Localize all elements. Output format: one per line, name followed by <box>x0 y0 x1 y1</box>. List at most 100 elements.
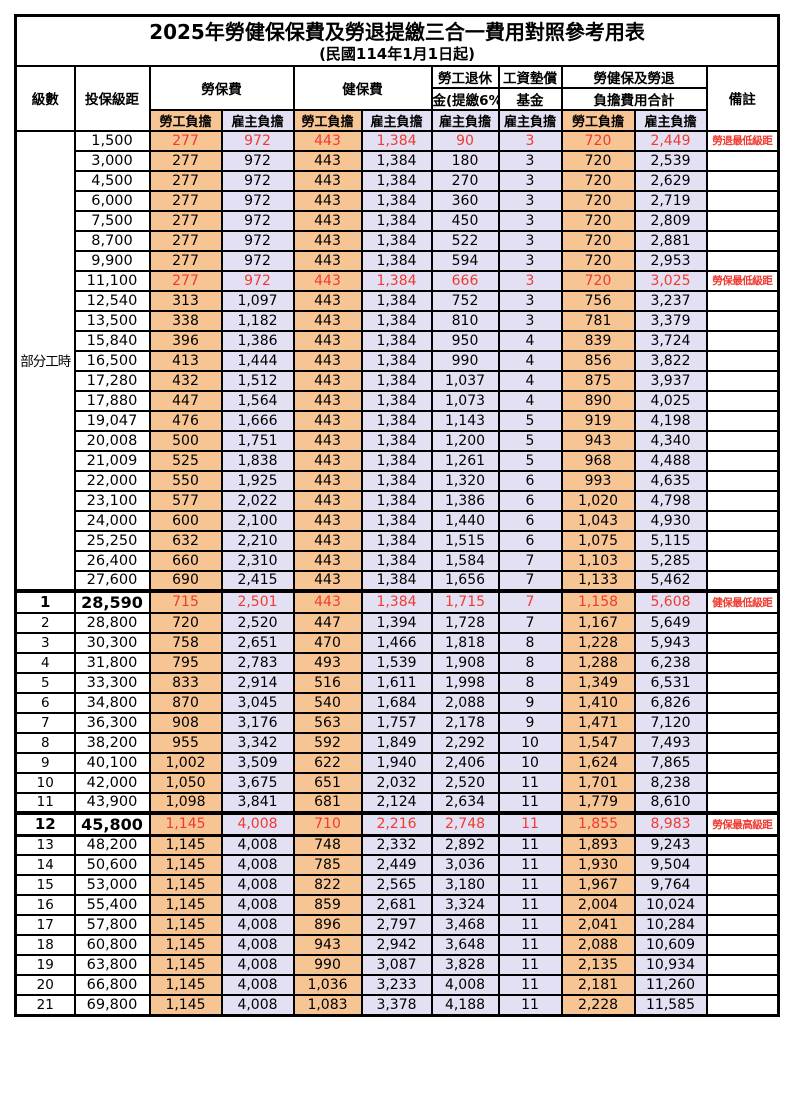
fee-cell-labor_ins_employee: 277 <box>148 189 223 212</box>
fee-cell-wage_fund_employer: 3 <box>497 149 563 172</box>
fee-cell-total_employer: 4,198 <box>633 409 708 432</box>
fee-cell-labor_ins_employee: 277 <box>148 209 223 232</box>
fee-cell-health_ins_employer: 1,384 <box>360 429 433 452</box>
fee-cell-total_employee: 1,158 <box>560 588 636 614</box>
fee-cell-health_ins_employee: 443 <box>292 369 363 392</box>
fee-cell-labor_ins_employer: 2,415 <box>220 569 295 592</box>
fee-cell-total_employer: 7,493 <box>633 731 708 754</box>
fee-cell-health_ins_employer: 1,684 <box>360 691 433 714</box>
fee-cell-labor_ins_employer: 972 <box>220 229 295 252</box>
fee-cell-total_employee: 856 <box>560 349 636 372</box>
fee-cell-health_ins_employee: 443 <box>292 569 363 592</box>
fee-cell-labor_ins_employer: 972 <box>220 269 295 292</box>
bracket-cell: 17,280 <box>73 369 151 392</box>
title-block: 2025年勞健保保費及勞退提繳三合一費用對照參考用表 (民國114年1月1日起) <box>14 14 780 67</box>
note-cell <box>705 974 780 996</box>
fee-cell-pension_employer: 1,515 <box>430 529 500 552</box>
bracket-cell: 1,500 <box>73 129 151 152</box>
fee-cell-wage_fund_employer: 6 <box>497 529 563 552</box>
fee-cell-health_ins_employer: 3,233 <box>360 974 433 996</box>
fee-cell-health_ins_employee: 443 <box>292 588 363 614</box>
col-header-notes: 備註 <box>705 64 780 132</box>
subheader-labor-employee: 勞工負擔 <box>148 108 223 132</box>
fee-cell-labor_ins_employer: 2,310 <box>220 549 295 572</box>
fee-cell-labor_ins_employee: 1,002 <box>148 751 223 774</box>
fee-cell-total_employer: 5,943 <box>633 631 708 654</box>
fee-cell-total_employee: 1,103 <box>560 549 636 572</box>
fee-cell-labor_ins_employer: 1,925 <box>220 469 295 492</box>
level-cell: 5 <box>14 671 76 694</box>
fee-cell-labor_ins_employee: 1,145 <box>148 954 223 976</box>
fee-cell-wage_fund_employer: 3 <box>497 249 563 272</box>
fee-cell-wage_fund_employer: 10 <box>497 731 563 754</box>
note-cell <box>705 409 780 432</box>
fee-cell-wage_fund_employer: 7 <box>497 549 563 572</box>
fee-cell-health_ins_employee: 748 <box>292 834 363 856</box>
fee-cell-health_ins_employee: 710 <box>292 810 363 837</box>
bracket-cell: 45,800 <box>73 810 151 837</box>
fee-cell-health_ins_employee: 443 <box>292 169 363 192</box>
bracket-cell: 50,600 <box>73 854 151 876</box>
table-row: 4 31,800 795 2,783 493 1,539 1,908 8 1,288 6,238 <box>14 651 780 674</box>
bracket-cell: 34,800 <box>73 691 151 714</box>
fee-cell-total_employee: 1,228 <box>560 631 636 654</box>
fee-cell-labor_ins_employer: 2,210 <box>220 529 295 552</box>
fee-cell-pension_employer: 522 <box>430 229 500 252</box>
fee-cell-pension_employer: 2,748 <box>430 810 500 837</box>
level-cell: 9 <box>14 751 76 774</box>
note-cell <box>705 711 780 734</box>
bracket-cell: 27,600 <box>73 569 151 592</box>
fee-cell-wage_fund_employer: 6 <box>497 489 563 512</box>
table-row: 16,500 413 1,444 443 1,384 990 4 856 3,822 <box>16 349 780 372</box>
fee-cell-total_employer: 4,798 <box>633 489 708 512</box>
col-header-level: 級數 <box>14 64 76 132</box>
fee-cell-total_employer: 5,462 <box>633 569 708 592</box>
fee-cell-labor_ins_employer: 4,008 <box>220 974 295 996</box>
fee-cell-labor_ins_employer: 3,176 <box>220 711 295 734</box>
bracket-cell: 19,047 <box>73 409 151 432</box>
fee-cell-health_ins_employer: 1,384 <box>360 349 433 372</box>
fee-cell-total_employee: 1,701 <box>560 771 636 794</box>
fee-cell-wage_fund_employer: 8 <box>497 651 563 674</box>
fee-cell-total_employee: 1,930 <box>560 854 636 876</box>
fee-cell-health_ins_employer: 1,849 <box>360 731 433 754</box>
col-header-labor-insurance: 勞保費 <box>148 64 295 111</box>
fee-cell-total_employee: 1,547 <box>560 731 636 754</box>
table-header: 2025年勞健保保費及勞退提繳三合一費用對照參考用表 (民國114年1月1日起)… <box>14 14 780 132</box>
fee-cell-health_ins_employee: 443 <box>292 469 363 492</box>
fee-cell-health_ins_employee: 443 <box>292 309 363 332</box>
fee-cell-total_employer: 9,243 <box>633 834 708 856</box>
fee-cell-health_ins_employer: 1,384 <box>360 149 433 172</box>
bracket-cell: 40,100 <box>73 751 151 774</box>
fee-cell-labor_ins_employee: 715 <box>148 588 223 614</box>
col-header-total-line2: 負擔費用合計 <box>560 86 708 111</box>
fee-cell-total_employee: 720 <box>560 229 636 252</box>
bracket-cell: 38,200 <box>73 731 151 754</box>
bracket-cell: 12,540 <box>73 289 151 312</box>
fee-cell-wage_fund_employer: 11 <box>497 854 563 876</box>
fee-cell-labor_ins_employee: 720 <box>148 611 223 634</box>
fee-cell-health_ins_employer: 2,681 <box>360 894 433 916</box>
fee-cell-health_ins_employee: 443 <box>292 129 363 152</box>
note-cell <box>705 934 780 956</box>
fee-cell-total_employer: 2,881 <box>633 229 708 252</box>
fee-cell-health_ins_employer: 1,384 <box>360 489 433 512</box>
fee-cell-health_ins_employer: 1,384 <box>360 209 433 232</box>
fee-cell-total_employee: 2,004 <box>560 894 636 916</box>
fee-cell-labor_ins_employee: 525 <box>148 449 223 472</box>
fee-cell-total_employer: 11,585 <box>633 994 708 1016</box>
fee-cell-pension_employer: 1,440 <box>430 509 500 532</box>
fee-cell-total_employer: 2,719 <box>633 189 708 212</box>
note-cell <box>705 229 780 252</box>
table-row: 19 63,800 1,145 4,008 990 3,087 3,828 11 2,135 10… <box>14 954 780 976</box>
table-row: 12,540 313 1,097 443 1,384 752 3 756 3,237 <box>16 289 780 312</box>
fee-cell-total_employee: 1,167 <box>560 611 636 634</box>
fee-cell-labor_ins_employer: 3,342 <box>220 731 295 754</box>
subheader-health-employer: 雇主負擔 <box>360 108 433 132</box>
table-row: 20,008 500 1,751 443 1,384 1,200 5 943 4,340 <box>16 429 780 452</box>
fee-cell-labor_ins_employer: 972 <box>220 249 295 272</box>
bracket-cell: 3,000 <box>73 149 151 172</box>
fee-cell-labor_ins_employee: 1,145 <box>148 934 223 956</box>
table-row: 14 50,600 1,145 4,008 785 2,449 3,036 11 1,930 9,… <box>14 854 780 876</box>
fee-cell-pension_employer: 90 <box>430 129 500 152</box>
